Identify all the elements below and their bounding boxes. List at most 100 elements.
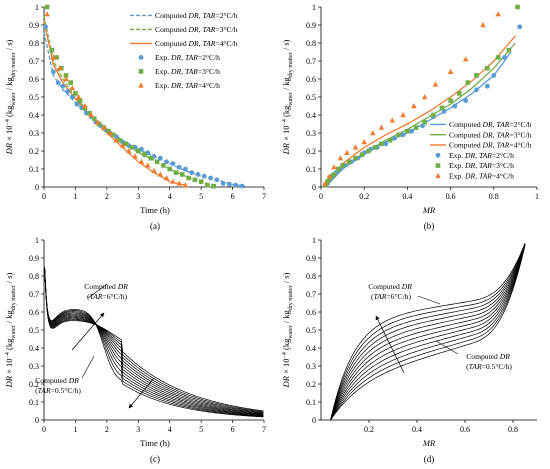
- panel-d-family-curve: [330, 243, 526, 421]
- panel-d-xlabel: MR: [422, 438, 436, 448]
- panel-c-family-curve: [44, 267, 264, 414]
- panel-b-xlabel: MR: [422, 205, 436, 215]
- panel-a-y-tick-label: 0.4: [29, 111, 39, 120]
- panel-c-leader-high: [87, 283, 108, 299]
- panel-b-data-point: [326, 173, 333, 179]
- panel-a-data-point: [113, 137, 120, 143]
- panel-b-data-point: [495, 11, 501, 17]
- panel-c-y-tick-label: 0.6: [29, 308, 39, 317]
- panel-a-ylabel: DR × 10−4 (kgwater / kgdry matter / s): [4, 39, 17, 155]
- panel-a-data-point: [87, 110, 92, 116]
- panel-c-y-tick-label: 0: [35, 416, 39, 425]
- panel-a-data-point: [106, 128, 111, 134]
- panel-b-data-point: [420, 123, 425, 129]
- panel-d-family-curve: [330, 243, 526, 421]
- panel-b-data-point: [441, 109, 447, 114]
- panel-a-data-point: [192, 177, 198, 183]
- panel-d-y-tick-label: 0.7: [306, 290, 316, 299]
- panel-d-y-tick-label: 0.6: [306, 308, 316, 317]
- panel-a-data-point: [220, 181, 226, 186]
- panel-b-y-tick-label: 0.2: [306, 147, 316, 156]
- panel-a-data-point: [182, 182, 189, 188]
- panel-a-data-point: [88, 112, 94, 118]
- panel-d-annotation-low: Computed DR (TAR=0.5°C/h): [466, 352, 512, 371]
- panel-a-data-point: [179, 172, 185, 177]
- panel-a-data-point: [157, 171, 164, 177]
- panel-b-data-point: [392, 136, 397, 141]
- panel-a-caption: (a): [150, 221, 160, 231]
- panel-a-data-point: [239, 183, 245, 189]
- panel-c-annotation-high: Computed DR (TAR=6°C/h): [84, 282, 130, 301]
- panel-b-legend-label: Computed DR, TAR=2°C/h: [449, 120, 532, 129]
- panel-b-y-tick-label: 1: [312, 3, 316, 12]
- panel-a-data-point: [50, 54, 57, 60]
- panel-a-data-point: [91, 116, 97, 121]
- panel-c-x-tick-label: 7: [262, 425, 266, 434]
- panel-c-x-tick-label: 2: [105, 425, 109, 434]
- panel-b-data-point: [400, 112, 406, 118]
- panel-d-family-curve: [330, 244, 526, 421]
- panel-a-legend-label: Computed DR, TAR=2°C/h: [155, 11, 238, 20]
- panel-a-legend-label: Exp. DR, TAR=2°C/h: [155, 53, 220, 62]
- panel-b-data-point: [331, 172, 337, 177]
- panel-a-data-point: [43, 24, 48, 30]
- panel-a-data-point: [173, 170, 179, 175]
- panel-a-data-point: [56, 65, 63, 71]
- panel-c-x-tick-label: 0: [42, 425, 46, 434]
- panel-b-data-point: [352, 144, 359, 150]
- panel-c-family-curve: [44, 267, 264, 415]
- panel-a-x-tick-label: 1: [73, 192, 77, 201]
- panel-b-legend-swatch: [435, 152, 441, 158]
- panel-b-x-tick-label: 1: [535, 192, 539, 201]
- panel-a-data-point: [163, 175, 170, 181]
- panel-c-annotation-low: Computed DR (TAR=0.5°C/h): [35, 376, 81, 395]
- panel-a-y-tick-label: 1: [35, 3, 39, 12]
- panel-d-family-curve: [330, 243, 526, 421]
- panel-a-data-point: [205, 182, 210, 188]
- panel-b-data-point: [387, 137, 393, 143]
- panel-c-y-tick-label: 1: [35, 236, 39, 245]
- panel-a-y-tick-label: 0.7: [29, 57, 39, 66]
- panel-b-data-point: [353, 155, 358, 161]
- panel-d-caption: (d): [424, 454, 435, 464]
- panel-b-data-point: [378, 124, 385, 130]
- panel-b-data-point: [411, 103, 417, 109]
- panel-a-data-point: [129, 145, 135, 150]
- panel-a-legend-swatch: [138, 82, 144, 88]
- panel-a-legend-label: Computed DR, TAR=4°C/h: [155, 39, 238, 48]
- panel-a-data-point: [119, 142, 126, 148]
- panel-b-data-point: [346, 159, 352, 165]
- panel-c-family-curve: [44, 267, 264, 416]
- panel-d-leader-high: [417, 295, 441, 305]
- panel-a-x-tick-label: 6: [231, 192, 235, 201]
- panel-d-x-tick-label: 0.8: [508, 425, 518, 434]
- panel-a-data-point: [100, 124, 107, 130]
- panel-a-data-point: [170, 161, 176, 167]
- panel-b-data-point: [366, 148, 371, 154]
- panel-b-x-tick-label: 0.4: [402, 192, 412, 201]
- panel-a-legend-label: Exp. DR, TAR=4°C/h: [155, 81, 220, 90]
- panel-b-x-tick-label: 0.2: [359, 192, 369, 201]
- panel-d-annotation-high: Computed DR (TAR=6°C/h): [368, 282, 414, 301]
- panel-b-caption: (b): [424, 221, 435, 231]
- panel-b-legend-label: Exp. DR, TAR=2°C/h: [449, 151, 514, 160]
- panel-b-data-point: [491, 73, 497, 78]
- panel-b-legend-swatch: [435, 172, 441, 179]
- panel-a-y-tick-label: 0.2: [29, 147, 39, 156]
- panel-d-family-curve: [330, 245, 526, 421]
- panel-b-legend-swatch: [435, 163, 441, 168]
- panel-d-y-tick-label: 0.8: [306, 272, 316, 281]
- panel-b-legend-label: Computed DR, TAR=4°C/h: [449, 141, 532, 150]
- panel-c-y-tick-label: 0.5: [29, 326, 39, 335]
- panel-b-data-point: [421, 94, 428, 100]
- panel-b-data-point: [405, 128, 410, 134]
- panel-d-ylabel: DR × 10−4 (kgwater / kgdry matter / s): [281, 272, 294, 388]
- panel-c-x-tick-label: 6: [231, 425, 235, 434]
- panel-c-y-tick-label: 0.9: [29, 254, 39, 263]
- panel-a-legend-label: Computed DR, TAR=3°C/h: [155, 25, 238, 34]
- panel-b-ylabel: DR × 10−4 (kgwater / kgdry matter / s): [281, 39, 294, 155]
- panel-d-family-curve: [330, 243, 526, 421]
- panel-d-y-tick-label: 0.1: [306, 398, 316, 407]
- panel-d-y-tick-label: 0.9: [306, 254, 316, 263]
- panel-b-data-point: [480, 22, 486, 28]
